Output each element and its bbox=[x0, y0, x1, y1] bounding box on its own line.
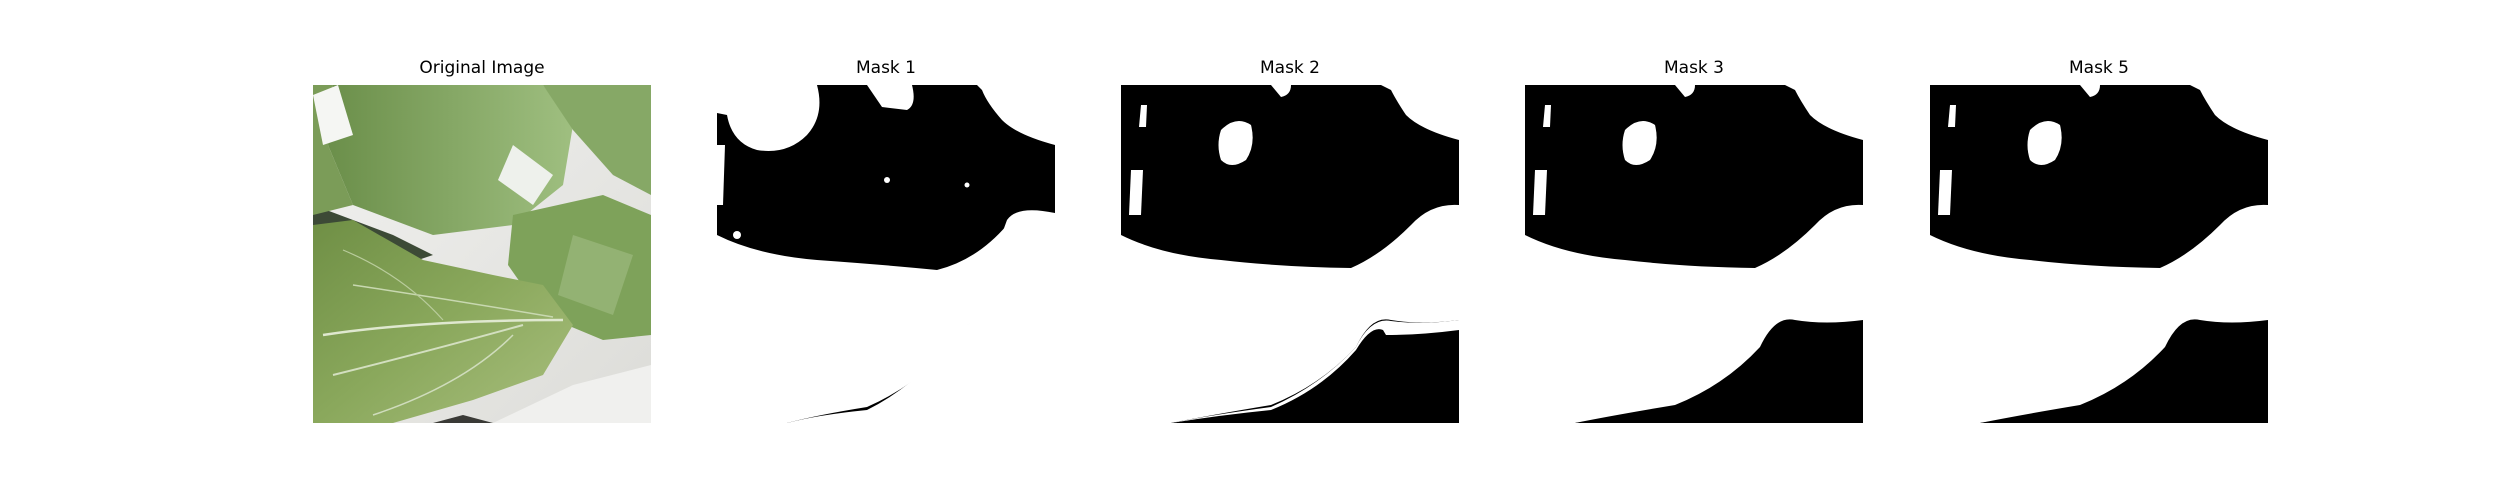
mask-1-image bbox=[717, 85, 1055, 423]
mask-3-image bbox=[1525, 85, 1863, 423]
mask-2-shape bbox=[1121, 85, 1459, 423]
panel-title-original: Original Image bbox=[419, 58, 545, 78]
panel-title-mask-2: Mask 2 bbox=[1259, 58, 1320, 78]
panel-title-mask-1: Mask 1 bbox=[855, 58, 916, 78]
original-leaf-photo bbox=[313, 85, 651, 423]
original-image bbox=[313, 85, 651, 423]
mask-3-shape bbox=[1525, 85, 1863, 423]
panel-title-mask-5: Mask 5 bbox=[2068, 58, 2129, 78]
mask-2-image bbox=[1121, 85, 1459, 423]
mask-5-shape bbox=[1930, 85, 2268, 423]
mask-5-image bbox=[1930, 85, 2268, 423]
panel-title-mask-3: Mask 3 bbox=[1663, 58, 1724, 78]
mask-1-shape bbox=[717, 85, 1055, 423]
